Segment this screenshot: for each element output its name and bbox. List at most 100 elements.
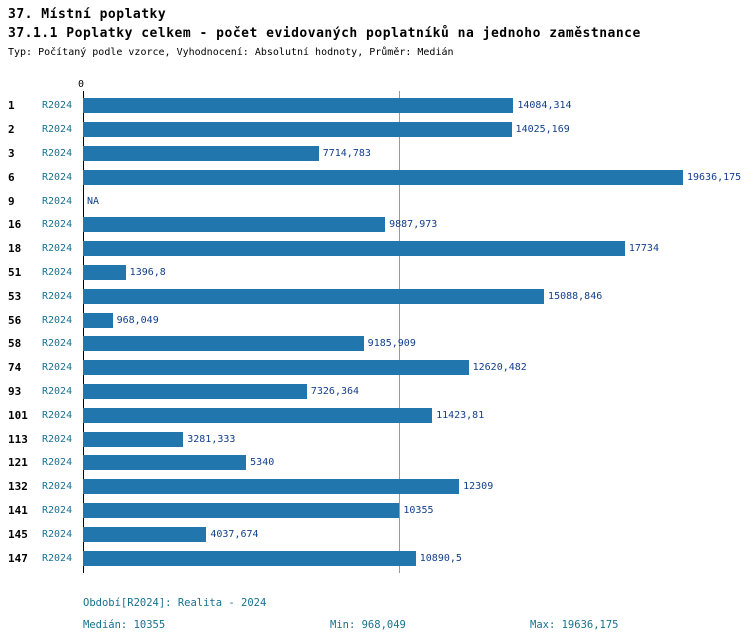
- bar-chart: 0 1 R2024 14084,314 2 R2024 14025,169 3 …: [8, 79, 742, 573]
- bar-area: 12620,482: [83, 360, 742, 376]
- bar-area: 15088,846: [83, 288, 742, 304]
- row-id-label: 101: [8, 408, 28, 422]
- value-bar: [83, 312, 113, 328]
- row-id-label: 1: [8, 99, 15, 113]
- value-bar: [83, 336, 364, 352]
- bar-area: 19636,175: [83, 169, 742, 185]
- row-period-label: R2024: [42, 314, 73, 326]
- value-label: 9185,909: [367, 338, 416, 350]
- chart-row: 58 R2024 9185,909: [8, 332, 742, 356]
- row-id-label: 3: [8, 146, 15, 160]
- value-bar: [83, 169, 683, 185]
- value-label: 4037,674: [210, 528, 259, 540]
- bar-area: 3281,333: [83, 431, 742, 447]
- value-label: 10355: [403, 504, 434, 516]
- chart-row: 74 R2024 12620,482: [8, 356, 742, 380]
- value-label: 1396,8: [129, 266, 166, 278]
- row-id-label: 141: [8, 503, 28, 517]
- row-period-label: R2024: [42, 481, 73, 493]
- row-id-label: 2: [8, 123, 15, 137]
- footer-period: Období[R2024]: Realita - 2024: [83, 596, 267, 609]
- chart-row: 145 R2024 4037,674: [8, 522, 742, 546]
- row-period-label: R2024: [42, 290, 73, 302]
- bar-area: 12309: [83, 479, 742, 495]
- value-bar: [83, 431, 184, 447]
- value-bar: [83, 455, 247, 471]
- row-id-label: 51: [8, 265, 22, 279]
- chart-rows: 1 R2024 14084,314 2 R2024 14025,169 3 R2…: [8, 94, 742, 570]
- value-bar: [83, 288, 545, 304]
- value-bar: [83, 526, 207, 542]
- chart-row: 113 R2024 3281,333: [8, 427, 742, 451]
- row-period-label: R2024: [42, 147, 73, 159]
- bar-area: 9887,973: [83, 217, 742, 233]
- row-period-label: R2024: [42, 195, 73, 207]
- chart-row: 18 R2024 17734: [8, 237, 742, 261]
- value-bar: [83, 383, 307, 399]
- chart-row: 147 R2024 10890,5: [8, 546, 742, 570]
- row-id-label: 132: [8, 480, 28, 494]
- value-label: 7714,783: [322, 147, 371, 159]
- row-id-label: 145: [8, 527, 28, 541]
- x-axis-zero-label: 0: [78, 79, 85, 90]
- chart-row: 132 R2024 12309: [8, 475, 742, 499]
- row-id-label: 6: [8, 170, 15, 184]
- chart-row: 56 R2024 968,049: [8, 308, 742, 332]
- value-bar: [83, 145, 319, 161]
- row-id-label: 18: [8, 242, 22, 256]
- footer-median: Medián: 10355: [83, 618, 166, 631]
- chart-meta: Typ: Počítaný podle vzorce, Vyhodnocení:…: [8, 47, 454, 58]
- bar-area: 11423,81: [83, 407, 742, 423]
- bar-area: NA: [83, 194, 742, 209]
- value-label: 9887,973: [389, 219, 438, 231]
- row-period-label: R2024: [42, 338, 73, 350]
- row-id-label: 58: [8, 337, 22, 351]
- row-period-label: R2024: [42, 552, 73, 564]
- row-period-label: R2024: [42, 504, 73, 516]
- value-label: 15088,846: [548, 290, 603, 302]
- row-id-label: 56: [8, 313, 22, 327]
- value-label: 19636,175: [687, 171, 742, 183]
- chart-footer: Období[R2024]: Realita - 2024 Medián: 10…: [83, 596, 742, 631]
- value-label: 17734: [628, 243, 659, 255]
- value-label: 12309: [463, 481, 494, 493]
- row-period-label: R2024: [42, 385, 73, 397]
- value-label: 5340: [250, 457, 275, 469]
- page-title: 37. Místní poplatky: [8, 7, 167, 22]
- footer-stats: Medián: 10355 Min: 968,049 Max: 19636,17…: [83, 619, 742, 631]
- row-period-label: R2024: [42, 457, 73, 469]
- bar-area: 10890,5: [83, 550, 742, 566]
- chart-row: 1 R2024 14084,314: [8, 94, 742, 118]
- axis-line: [83, 91, 84, 573]
- bar-area: 7326,364: [83, 383, 742, 399]
- row-id-label: 16: [8, 218, 22, 232]
- value-label: 3281,333: [187, 433, 236, 445]
- row-period-label: R2024: [42, 124, 73, 136]
- bar-area: 14025,169: [83, 122, 742, 138]
- row-period-label: R2024: [42, 243, 73, 255]
- median-line: [399, 91, 401, 573]
- row-period-label: R2024: [42, 409, 73, 421]
- bar-area: 5340: [83, 455, 742, 471]
- value-label: 12620,482: [472, 362, 527, 374]
- bar-area: 1396,8: [83, 264, 742, 280]
- chart-row: 121 R2024 5340: [8, 451, 742, 475]
- row-period-label: R2024: [42, 528, 73, 540]
- value-label: NA: [87, 195, 100, 207]
- value-label: 11423,81: [436, 409, 485, 421]
- bar-area: 9185,909: [83, 336, 742, 352]
- bar-area: 14084,314: [83, 98, 742, 114]
- value-bar: [83, 407, 433, 423]
- row-id-label: 53: [8, 289, 22, 303]
- row-id-label: 147: [8, 551, 28, 565]
- chart-row: 9 R2024 NA: [8, 189, 742, 213]
- row-period-label: R2024: [42, 171, 73, 183]
- chart-row: 2 R2024 14025,169: [8, 118, 742, 142]
- chart-row: 51 R2024 1396,8: [8, 261, 742, 285]
- bar-area: 4037,674: [83, 526, 742, 542]
- chart-row: 101 R2024 11423,81: [8, 403, 742, 427]
- value-bar: [83, 122, 512, 138]
- chart-row: 93 R2024 7326,364: [8, 380, 742, 404]
- row-id-label: 9: [8, 194, 15, 208]
- row-id-label: 93: [8, 384, 22, 398]
